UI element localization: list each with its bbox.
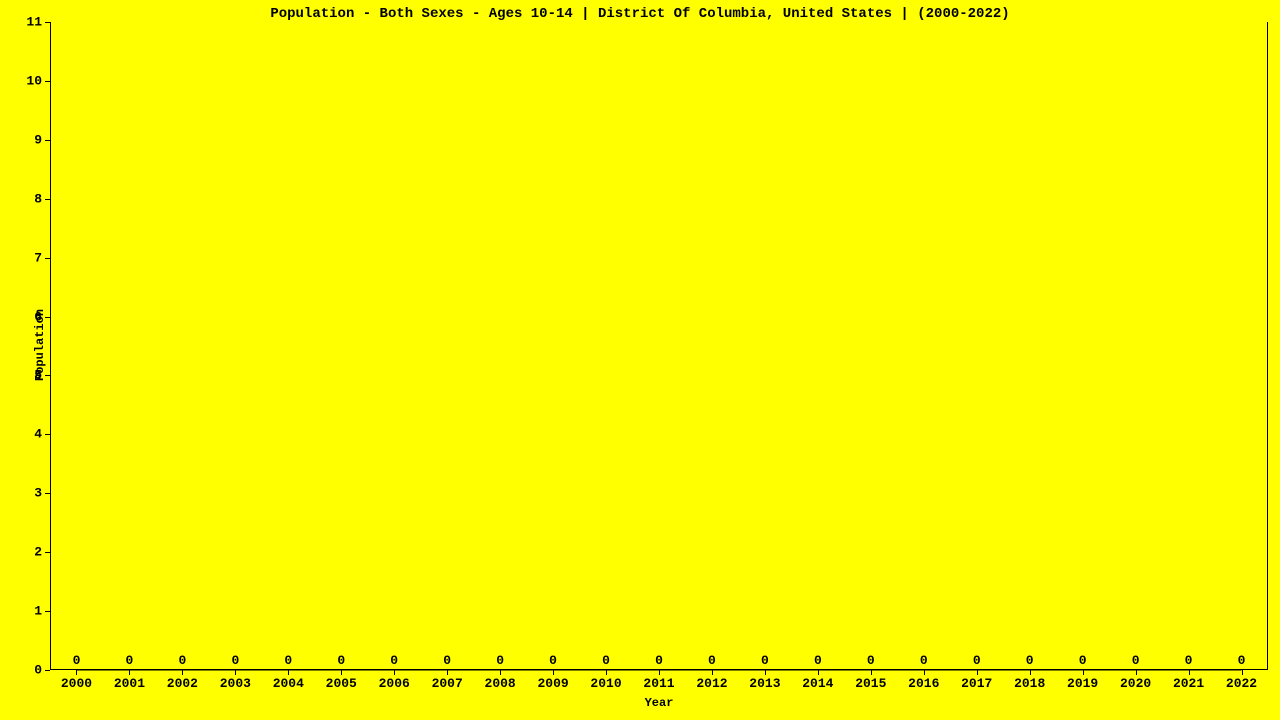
y-tick-mark: [45, 611, 50, 612]
data-point-label: 0: [284, 653, 292, 668]
y-tick-mark: [45, 493, 50, 494]
x-tick-label: 2012: [696, 676, 727, 691]
data-point-label: 0: [549, 653, 557, 668]
x-tick-label: 2015: [855, 676, 886, 691]
data-point-label: 0: [178, 653, 186, 668]
data-point-label: 0: [655, 653, 663, 668]
data-point-label: 0: [814, 653, 822, 668]
y-tick-mark: [45, 434, 50, 435]
y-tick-label: 4: [14, 427, 42, 442]
y-tick-label: 0: [14, 663, 42, 678]
y-tick-mark: [45, 552, 50, 553]
y-tick-label: 5: [14, 368, 42, 383]
x-tick-mark: [818, 670, 819, 675]
data-point-label: 0: [1238, 653, 1246, 668]
x-tick-mark: [1083, 670, 1084, 675]
x-tick-mark: [129, 670, 130, 675]
x-tick-mark: [765, 670, 766, 675]
data-point-label: 0: [708, 653, 716, 668]
y-tick-label: 9: [14, 132, 42, 147]
x-tick-label: 2000: [61, 676, 92, 691]
x-tick-label: 2002: [167, 676, 198, 691]
y-tick-label: 3: [14, 486, 42, 501]
y-tick-mark: [45, 670, 50, 671]
x-tick-mark: [500, 670, 501, 675]
y-tick-mark: [45, 317, 50, 318]
data-point-label: 0: [761, 653, 769, 668]
y-tick-mark: [45, 375, 50, 376]
y-tick-label: 8: [14, 191, 42, 206]
y-tick-label: 10: [14, 73, 42, 88]
x-tick-label: 2011: [643, 676, 674, 691]
y-tick-mark: [45, 258, 50, 259]
data-point-label: 0: [1132, 653, 1140, 668]
x-tick-label: 2021: [1173, 676, 1204, 691]
data-point-label: 0: [496, 653, 504, 668]
x-tick-mark: [553, 670, 554, 675]
plot-area: [50, 22, 1268, 670]
x-tick-mark: [235, 670, 236, 675]
data-point-label: 0: [867, 653, 875, 668]
x-tick-mark: [76, 670, 77, 675]
x-tick-label: 2004: [273, 676, 304, 691]
x-tick-label: 2018: [1014, 676, 1045, 691]
x-tick-mark: [341, 670, 342, 675]
x-tick-mark: [394, 670, 395, 675]
x-tick-mark: [977, 670, 978, 675]
x-tick-label: 2013: [749, 676, 780, 691]
x-tick-label: 2014: [802, 676, 833, 691]
y-tick-mark: [45, 22, 50, 23]
x-tick-mark: [924, 670, 925, 675]
x-tick-mark: [871, 670, 872, 675]
x-tick-label: 2001: [114, 676, 145, 691]
y-tick-label: 7: [14, 250, 42, 265]
x-tick-label: 2005: [326, 676, 357, 691]
x-tick-label: 2017: [961, 676, 992, 691]
y-tick-label: 11: [14, 15, 42, 30]
x-tick-mark: [182, 670, 183, 675]
chart-title: Population - Both Sexes - Ages 10-14 | D…: [0, 6, 1280, 22]
x-tick-mark: [606, 670, 607, 675]
x-tick-mark: [447, 670, 448, 675]
data-point-label: 0: [231, 653, 239, 668]
x-tick-mark: [1189, 670, 1190, 675]
x-tick-label: 2006: [379, 676, 410, 691]
x-tick-label: 2009: [537, 676, 568, 691]
x-tick-label: 2007: [432, 676, 463, 691]
data-point-label: 0: [920, 653, 928, 668]
x-tick-label: 2003: [220, 676, 251, 691]
x-tick-mark: [288, 670, 289, 675]
y-tick-mark: [45, 81, 50, 82]
x-tick-label: 2008: [485, 676, 516, 691]
data-point-label: 0: [337, 653, 345, 668]
data-point-label: 0: [390, 653, 398, 668]
x-tick-mark: [1030, 670, 1031, 675]
y-tick-mark: [45, 199, 50, 200]
x-tick-mark: [1242, 670, 1243, 675]
data-point-label: 0: [1185, 653, 1193, 668]
y-tick-label: 6: [14, 309, 42, 324]
x-tick-label: 2019: [1067, 676, 1098, 691]
x-axis-label: Year: [639, 696, 679, 710]
y-tick-mark: [45, 140, 50, 141]
data-point-label: 0: [73, 653, 81, 668]
data-point-label: 0: [1026, 653, 1034, 668]
data-point-label: 0: [973, 653, 981, 668]
x-tick-label: 2010: [590, 676, 621, 691]
x-tick-mark: [1136, 670, 1137, 675]
y-tick-label: 2: [14, 545, 42, 560]
x-tick-label: 2020: [1120, 676, 1151, 691]
x-tick-mark: [712, 670, 713, 675]
data-point-label: 0: [1079, 653, 1087, 668]
x-tick-mark: [659, 670, 660, 675]
data-point-label: 0: [602, 653, 610, 668]
x-tick-label: 2016: [908, 676, 939, 691]
data-point-label: 0: [126, 653, 134, 668]
data-point-label: 0: [443, 653, 451, 668]
y-tick-label: 1: [14, 604, 42, 619]
x-tick-label: 2022: [1226, 676, 1257, 691]
